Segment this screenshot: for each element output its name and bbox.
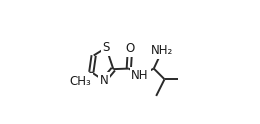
Text: O: O [125, 42, 135, 55]
Text: NH₂: NH₂ [151, 44, 173, 57]
Text: CH₃: CH₃ [70, 75, 92, 88]
Text: O: O [125, 42, 135, 55]
Text: NH: NH [131, 69, 149, 82]
Text: NH: NH [131, 69, 149, 82]
Text: CH₃: CH₃ [70, 75, 92, 88]
Text: N: N [99, 74, 108, 87]
Text: N: N [99, 74, 108, 87]
Text: S: S [102, 41, 110, 54]
Text: S: S [102, 41, 110, 54]
Text: NH₂: NH₂ [151, 44, 173, 57]
